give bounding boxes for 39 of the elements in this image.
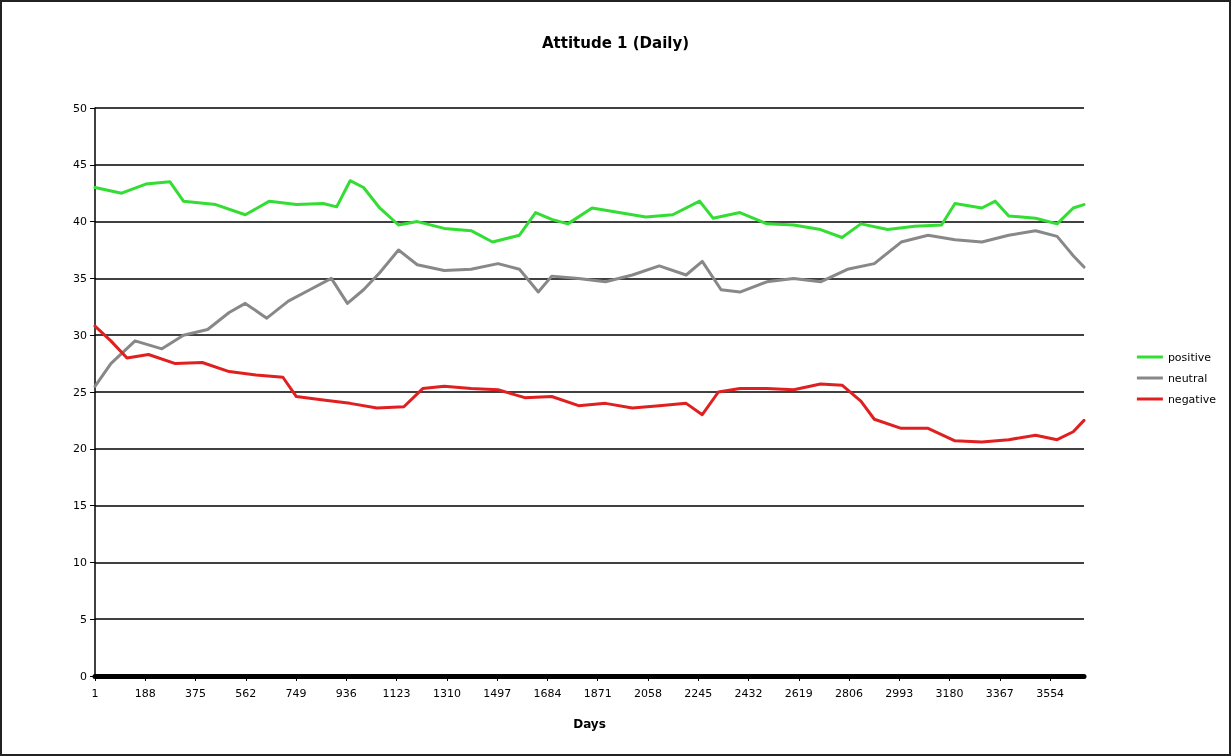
x-tick-label: 1684 xyxy=(533,687,562,700)
y-tick-label: 45 xyxy=(73,158,87,172)
x-tick-label: 2806 xyxy=(835,687,864,700)
x-tick-label: 749 xyxy=(285,687,307,700)
legend-label: positive xyxy=(1167,350,1212,364)
line-series xyxy=(93,229,1086,388)
x-tick-label: 188 xyxy=(134,687,156,700)
y-tick-label: 5 xyxy=(80,612,87,626)
x-tick-label: 1123 xyxy=(382,687,411,700)
x-tick-label: 2619 xyxy=(784,687,813,700)
y-tick-label: 50 xyxy=(73,101,87,115)
y-tick-label: 0 xyxy=(80,669,87,683)
x-tick-label: 2058 xyxy=(633,687,662,700)
legend-label: neutral xyxy=(1167,371,1208,385)
x-axis-title: Days xyxy=(573,717,606,731)
y-tick-label: 40 xyxy=(73,215,87,229)
x-tick-label: 2432 xyxy=(734,687,763,700)
x-tick-label: 3367 xyxy=(985,687,1014,700)
x-tick-label: 562 xyxy=(235,687,257,700)
line-series xyxy=(93,179,1086,244)
y-tick-label: 25 xyxy=(73,385,87,399)
x-tick-label: 2245 xyxy=(684,687,713,700)
x-tick-label: 2993 xyxy=(885,687,914,700)
x-tick-label: 3554 xyxy=(1036,687,1065,700)
y-tick-label: 20 xyxy=(73,442,87,456)
x-tick-label: 1 xyxy=(91,687,99,700)
legend-label: negative xyxy=(1167,392,1217,406)
y-tick-label: 15 xyxy=(73,499,87,513)
x-tick-label: 1871 xyxy=(583,687,612,700)
chart-title: Attitude 1 (Daily) xyxy=(541,33,690,52)
x-tick-label: 936 xyxy=(335,687,357,700)
y-tick-label: 10 xyxy=(73,555,87,569)
y-tick-label: 30 xyxy=(73,328,87,342)
x-tick-label: 375 xyxy=(185,687,207,700)
x-tick-label: 3180 xyxy=(935,687,964,700)
x-tick-label: 1497 xyxy=(483,687,512,700)
line-series xyxy=(93,324,1086,444)
x-tick-label: 1310 xyxy=(432,687,461,700)
y-tick-label: 35 xyxy=(73,271,87,285)
